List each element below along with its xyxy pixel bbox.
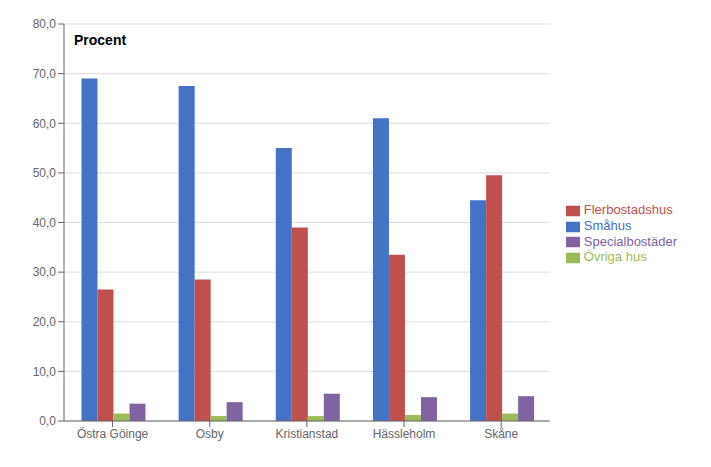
svg-text:30,0: 30,0 — [33, 265, 57, 279]
html-text:Procent: Procent — [74, 32, 127, 48]
html-text:Övriga hus: Övriga hus — [583, 249, 647, 265]
html-text:Specialbostäder: Specialbostäder — [583, 233, 677, 249]
svg-text:0,0: 0,0 — [39, 414, 56, 428]
svg-text:40,0: 40,0 — [33, 216, 57, 230]
html-text:Småhus: Småhus — [583, 217, 632, 233]
svg-text:80,0: 80,0 — [33, 17, 57, 31]
svg-text:Östra Göinge: Östra Göinge — [77, 427, 149, 441]
svg-text:Osby: Osby — [196, 427, 224, 441]
html-text:Flerbostadshus: Flerbostadshus — [583, 202, 673, 218]
svg-text:60,0: 60,0 — [33, 117, 57, 131]
svg-text:70,0: 70,0 — [33, 67, 57, 81]
svg-text:Kristianstad: Kristianstad — [276, 427, 339, 441]
svg-text:10,0: 10,0 — [33, 365, 57, 379]
svg-text:50,0: 50,0 — [33, 166, 57, 180]
svg-text:20,0: 20,0 — [33, 315, 57, 329]
svg-text:Skåne: Skåne — [484, 427, 518, 441]
svg-text:Hässleholm: Hässleholm — [373, 427, 436, 441]
